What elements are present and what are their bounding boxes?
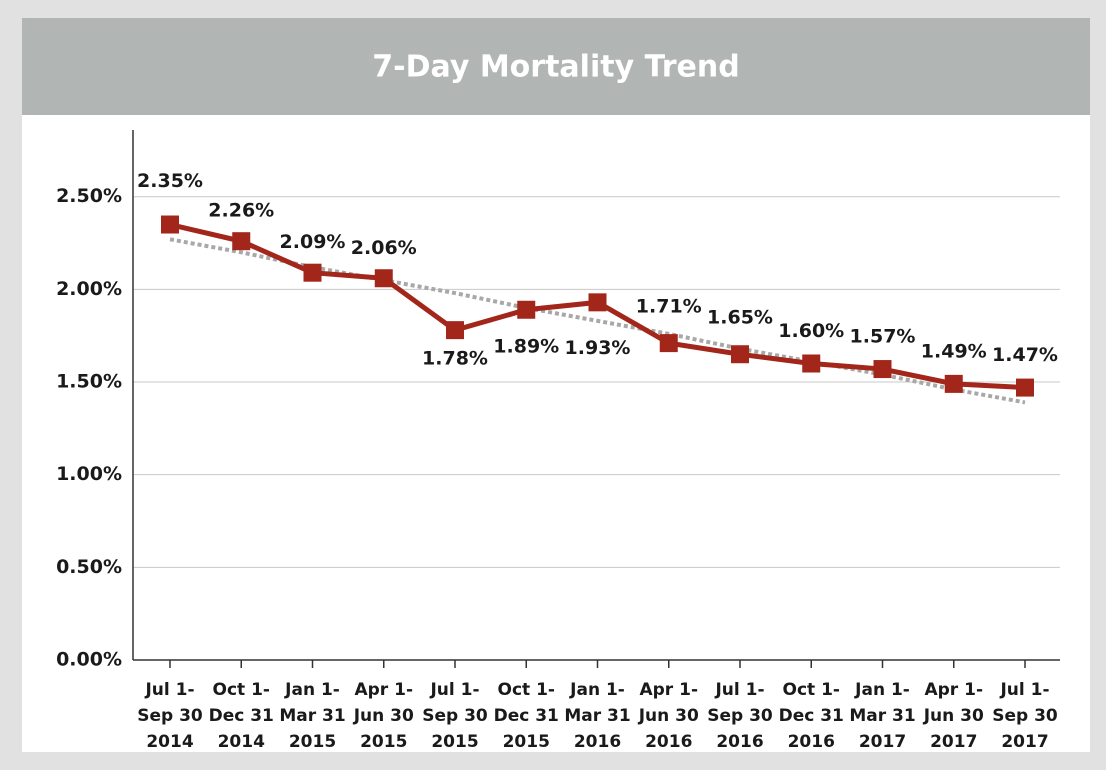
x-tick-label: 2015	[503, 732, 550, 752]
x-tick-label: Sep 30	[707, 706, 773, 726]
x-tick-label: 2017	[1001, 732, 1048, 752]
chart-title: 7-Day Mortality Trend	[372, 50, 739, 85]
data-label: 1.57%	[850, 326, 916, 348]
x-tick-label: 2014	[146, 732, 193, 752]
marker	[446, 321, 464, 340]
x-tick-label: 2016	[716, 732, 763, 752]
data-label: 1.47%	[992, 344, 1058, 366]
x-tick-label: Mar 31	[279, 706, 345, 726]
x-tick-label: Sep 30	[422, 706, 488, 726]
data-label: 1.93%	[565, 337, 631, 359]
header-band	[22, 18, 1090, 115]
x-tick-label: Dec 31	[209, 706, 274, 726]
x-tick-label: Dec 31	[779, 706, 844, 726]
y-tick-label: 2.50%	[56, 185, 122, 207]
y-tick-label: 0.50%	[56, 556, 122, 578]
plot-panel	[22, 115, 1090, 752]
marker	[731, 345, 749, 364]
marker	[303, 263, 322, 282]
x-tick-label: Oct 1-	[783, 680, 840, 700]
x-tick-label: Jun 30	[923, 706, 984, 726]
data-label: 1.89%	[493, 335, 559, 357]
x-tick-label: 2017	[859, 732, 906, 752]
x-tick-label: Mar 31	[564, 706, 630, 726]
x-tick-label: Apr 1-	[639, 680, 698, 700]
x-tick-label: 2015	[289, 732, 336, 752]
x-tick-label: Jan 1-	[854, 680, 910, 700]
marker	[374, 269, 393, 288]
x-tick-label: 2016	[788, 732, 835, 752]
marker	[873, 360, 892, 379]
x-tick-label: 2015	[431, 732, 478, 752]
data-label: 1.65%	[707, 307, 773, 329]
x-tick-label: Oct 1-	[213, 680, 270, 700]
data-label: 1.60%	[778, 320, 844, 342]
data-label: 1.71%	[636, 296, 702, 318]
x-tick-label: Jan 1-	[284, 680, 340, 700]
y-tick-label: 1.00%	[56, 463, 122, 485]
x-tick-label: Dec 31	[494, 706, 559, 726]
data-label: 2.35%	[137, 170, 203, 192]
x-tick-label: 2016	[574, 732, 621, 752]
x-tick-label: Jun 30	[353, 706, 414, 726]
x-tick-label: Apr 1-	[354, 680, 413, 700]
marker	[517, 300, 536, 319]
x-tick-label: Apr 1-	[924, 680, 983, 700]
data-label: 1.78%	[422, 348, 488, 370]
x-tick-label: Jan 1-	[569, 680, 625, 700]
y-tick-label: 0.00%	[56, 649, 122, 671]
x-tick-label: Sep 30	[137, 706, 203, 726]
x-tick-label: 2017	[930, 732, 977, 752]
marker	[232, 232, 251, 251]
trendline	[169, 237, 1026, 405]
data-label: 2.09%	[280, 231, 346, 253]
data-label: 1.49%	[921, 340, 987, 362]
x-tick-label: Jul 1-	[714, 680, 764, 700]
marker	[802, 354, 821, 373]
x-tick-label: 2015	[360, 732, 407, 752]
data-label: 2.06%	[351, 237, 417, 259]
marker	[1016, 378, 1034, 397]
x-tick-label: Jun 30	[638, 706, 699, 726]
x-tick-label: Sep 30	[992, 706, 1058, 726]
x-tick-label: 2014	[218, 732, 265, 752]
y-tick-label: 2.00%	[56, 278, 122, 300]
x-tick-label: Mar 31	[849, 706, 915, 726]
x-tick-label: Oct 1-	[498, 680, 555, 700]
data-label: 2.26%	[208, 200, 274, 222]
marker	[161, 215, 179, 234]
x-tick-label: Jul 1-	[999, 680, 1049, 700]
marker	[588, 293, 607, 312]
x-tick-label: Jul 1-	[144, 680, 194, 700]
marker	[659, 334, 678, 353]
marker	[944, 374, 963, 393]
x-tick-label: 2016	[645, 732, 692, 752]
x-tick-label: Jul 1-	[429, 680, 479, 700]
y-tick-label: 1.50%	[56, 371, 122, 393]
